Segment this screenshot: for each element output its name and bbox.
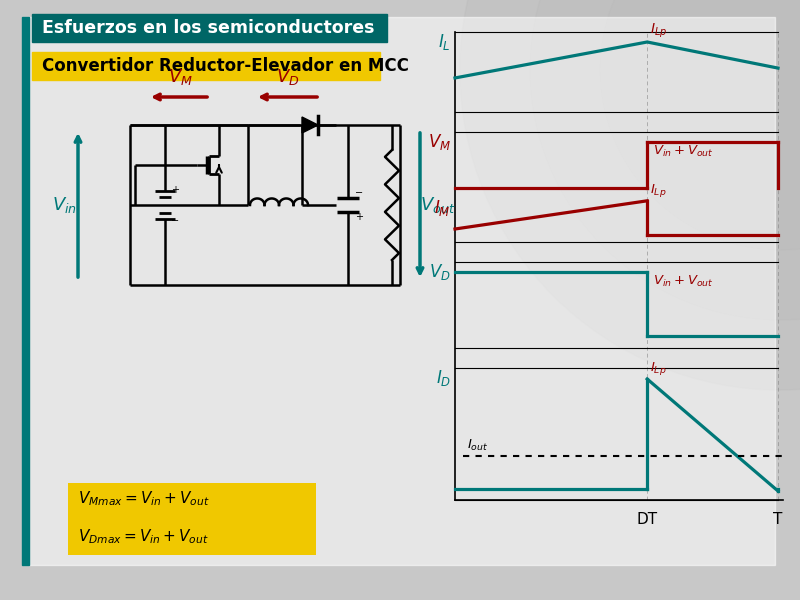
Text: $I_L$: $I_L$ <box>438 32 451 52</box>
Circle shape <box>600 0 800 250</box>
Bar <box>68 483 316 555</box>
Circle shape <box>530 0 800 320</box>
Text: Esfuerzos en los semiconductores: Esfuerzos en los semiconductores <box>42 19 374 37</box>
Text: +: + <box>171 185 179 195</box>
Text: $V_{in}$: $V_{in}$ <box>51 195 77 215</box>
Text: $V_M$: $V_M$ <box>167 67 193 87</box>
Bar <box>32 52 380 80</box>
Polygon shape <box>302 117 318 133</box>
Bar <box>32 14 387 42</box>
Bar <box>22 17 29 565</box>
Text: $V_{Mmax} = V_{in}+V_{out}$: $V_{Mmax} = V_{in}+V_{out}$ <box>78 490 210 508</box>
Text: $I_{Lp}$: $I_{Lp}$ <box>650 360 666 377</box>
Circle shape <box>460 0 800 390</box>
Text: DT: DT <box>637 512 658 527</box>
Text: $I_{out}$: $I_{out}$ <box>467 437 488 452</box>
Text: T: T <box>774 512 782 527</box>
Text: $V_M$: $V_M$ <box>428 132 451 152</box>
Text: +: + <box>355 212 363 222</box>
Text: $V_D$: $V_D$ <box>430 262 451 282</box>
Text: $V_{in}+V_{out}$: $V_{in}+V_{out}$ <box>653 144 714 159</box>
Text: $V_{out}$: $V_{out}$ <box>420 195 456 215</box>
Text: $V_{Dmax} = V_{in}+V_{out}$: $V_{Dmax} = V_{in}+V_{out}$ <box>78 527 209 547</box>
Text: $I_{Lp}$: $I_{Lp}$ <box>650 22 667 40</box>
Text: $V_{in}+V_{out}$: $V_{in}+V_{out}$ <box>653 274 714 289</box>
Text: $I_M$: $I_M$ <box>434 198 451 218</box>
Text: $I_{Lp}$: $I_{Lp}$ <box>650 182 666 199</box>
Text: −: − <box>171 216 179 226</box>
Text: $I_D$: $I_D$ <box>436 368 451 388</box>
Text: −: − <box>355 188 363 198</box>
Text: $V_D$: $V_D$ <box>276 67 300 87</box>
Text: Convertidor Reductor-Elevador en MCC: Convertidor Reductor-Elevador en MCC <box>42 57 409 75</box>
